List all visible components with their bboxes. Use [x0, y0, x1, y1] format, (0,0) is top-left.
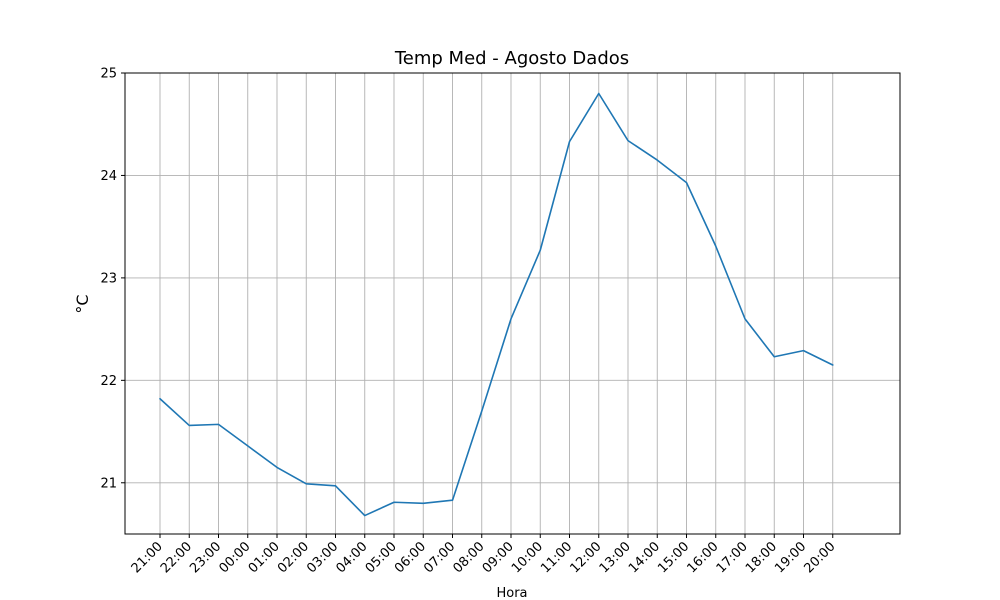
x-tick-label: 04:00: [333, 539, 370, 576]
x-tick-label: 10:00: [509, 539, 546, 576]
x-tick-label: 05:00: [363, 539, 400, 576]
x-tick-label: 01:00: [246, 539, 283, 576]
x-tick-label: 21:00: [129, 539, 166, 576]
series-line: [159, 92, 834, 517]
x-tick-label: 00:00: [216, 539, 253, 576]
series-layer: [159, 92, 834, 517]
y-tick-label: 22: [100, 374, 117, 389]
x-tick-label: 17:00: [714, 539, 751, 576]
x-tick-label: 07:00: [421, 539, 458, 576]
x-tick-label: 19:00: [772, 539, 809, 576]
x-tick-label: 18:00: [743, 539, 780, 576]
x-tick-label: 20:00: [801, 539, 838, 576]
y-tick-label: 23: [100, 271, 117, 286]
y-axis-ticks: 21 22 23 24 25: [100, 67, 125, 491]
x-axis-label: Hora: [496, 586, 527, 600]
y-axis-label: °C: [73, 294, 92, 313]
y-tick-label: 21: [100, 476, 117, 491]
grid: [125, 72, 900, 534]
x-tick-label: 03:00: [304, 539, 341, 576]
x-axis-ticks: 21:0022:0023:0000:0001:0002:0003:0004:00…: [129, 534, 839, 576]
x-tick-label: 22:00: [158, 539, 195, 576]
x-tick-label: 14:00: [626, 539, 663, 576]
y-tick-label: 25: [100, 67, 117, 82]
plot-frame: [124, 72, 901, 535]
x-tick-label: 11:00: [538, 539, 575, 576]
y-tick-label: 24: [100, 169, 117, 184]
x-tick-label: 13:00: [597, 539, 634, 576]
chart-title: Temp Med - Agosto Dados: [394, 48, 629, 69]
x-tick-label: 23:00: [187, 539, 224, 576]
x-tick-label: 09:00: [480, 539, 517, 576]
x-tick-label: 16:00: [684, 539, 721, 576]
x-tick-label: 06:00: [392, 539, 429, 576]
x-tick-label: 08:00: [450, 539, 487, 576]
x-tick-label: 15:00: [655, 539, 692, 576]
x-tick-label: 02:00: [275, 539, 312, 576]
x-tick-label: 12:00: [567, 539, 604, 576]
